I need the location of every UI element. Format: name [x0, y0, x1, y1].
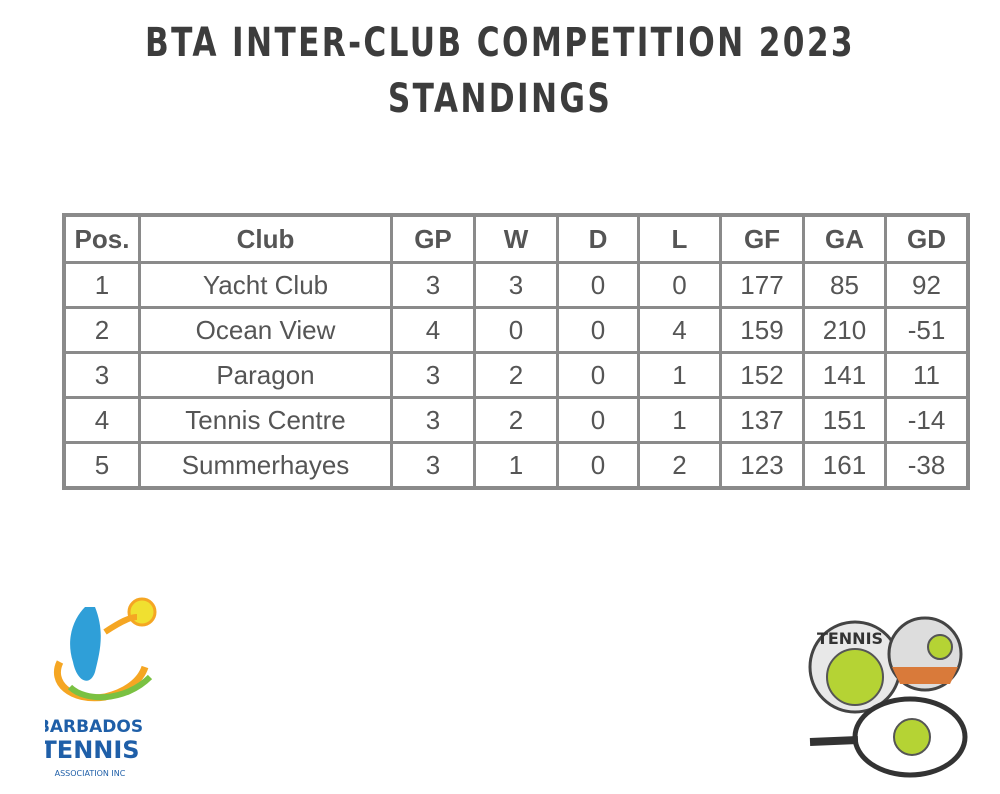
table-cell: 3 — [390, 261, 476, 309]
table-cell: -51 — [884, 306, 970, 354]
table-cell: 92 — [884, 261, 970, 309]
table-cell: 5 — [62, 441, 141, 490]
title: BTA INTER-CLUB COMPETITION 2023 — [145, 20, 855, 66]
table-cell: 123 — [719, 441, 805, 490]
table-cell: 1 — [473, 441, 559, 490]
column-header: GA — [802, 213, 887, 264]
table-cell: 2 — [473, 351, 559, 399]
table-cell: 1 — [637, 351, 722, 399]
subtitle: STANDINGS — [387, 76, 613, 122]
column-header: L — [637, 213, 722, 264]
table-cell: 11 — [884, 351, 970, 399]
logo-text: ASSOCIATION INC — [55, 769, 126, 778]
logo-text: BARBADOS — [45, 717, 143, 737]
column-header: Pos. — [62, 213, 141, 264]
table-cell: 3 — [473, 261, 559, 309]
table-cell: Summerhayes — [138, 441, 393, 490]
bta-logo: BARBADOS TENNIS ASSOCIATION INC — [45, 597, 157, 778]
table-cell: 0 — [556, 261, 640, 309]
column-header: Club — [138, 213, 393, 264]
table-cell: 161 — [802, 441, 887, 490]
column-header: GD — [884, 213, 970, 264]
table-cell: 0 — [556, 396, 640, 444]
table-cell: 159 — [719, 306, 805, 354]
column-header: GF — [719, 213, 805, 264]
table-cell: 210 — [802, 306, 887, 354]
table-cell: 0 — [637, 261, 722, 309]
table-cell: 4 — [637, 306, 722, 354]
table-cell: 1 — [637, 396, 722, 444]
table-cell: Paragon — [138, 351, 393, 399]
table-cell: 3 — [390, 441, 476, 490]
table-row: 2 Ocean View 4 0 0 4 159 210 -51 — [62, 306, 970, 354]
table-cell: 177 — [719, 261, 805, 309]
table-cell: Yacht Club — [138, 261, 393, 309]
header-row: Pos. Club GP W D L GF GA GD — [62, 213, 970, 264]
table-cell: 3 — [390, 351, 476, 399]
column-header: W — [473, 213, 559, 264]
table-cell: -14 — [884, 396, 970, 444]
table-row: 1 Yacht Club 3 3 0 0 177 85 92 — [62, 261, 970, 309]
table-cell: 4 — [390, 306, 476, 354]
table-cell: 151 — [802, 396, 887, 444]
table-cell: 2 — [62, 306, 141, 354]
column-header: D — [556, 213, 640, 264]
table-cell: 0 — [556, 351, 640, 399]
badge-text: TENNIS — [817, 629, 883, 648]
column-header: GP — [390, 213, 476, 264]
table-cell: 85 — [802, 261, 887, 309]
standings-table: Pos. Club GP W D L GF GA GD 1 Yacht Club 3 3 0 0 177 85 9… — [62, 213, 970, 490]
table-cell: 4 — [62, 396, 141, 444]
table-cell: 3 — [390, 396, 476, 444]
table-cell: 1 — [62, 261, 141, 309]
table-row: 4 Tennis Centre 3 2 0 1 137 151 -14 — [62, 396, 970, 444]
table-row: 3 Paragon 3 2 0 1 152 141 11 — [62, 351, 970, 399]
table-cell: 152 — [719, 351, 805, 399]
table-cell: Ocean View — [138, 306, 393, 354]
table-cell: 0 — [556, 306, 640, 354]
table-row: 5 Summerhayes 3 1 0 2 123 161 -38 — [62, 441, 970, 490]
table-cell: 2 — [637, 441, 722, 490]
table-cell: 3 — [62, 351, 141, 399]
table-cell: 0 — [473, 306, 559, 354]
table-cell: 141 — [802, 351, 887, 399]
table-cell: Tennis Centre — [138, 396, 393, 444]
table-cell: -38 — [884, 441, 970, 490]
table-cell: 0 — [556, 441, 640, 490]
tennis-icons: TENNIS — [808, 616, 968, 778]
logo-text: TENNIS — [45, 736, 140, 764]
table-cell: 137 — [719, 396, 805, 444]
table-cell: 2 — [473, 396, 559, 444]
